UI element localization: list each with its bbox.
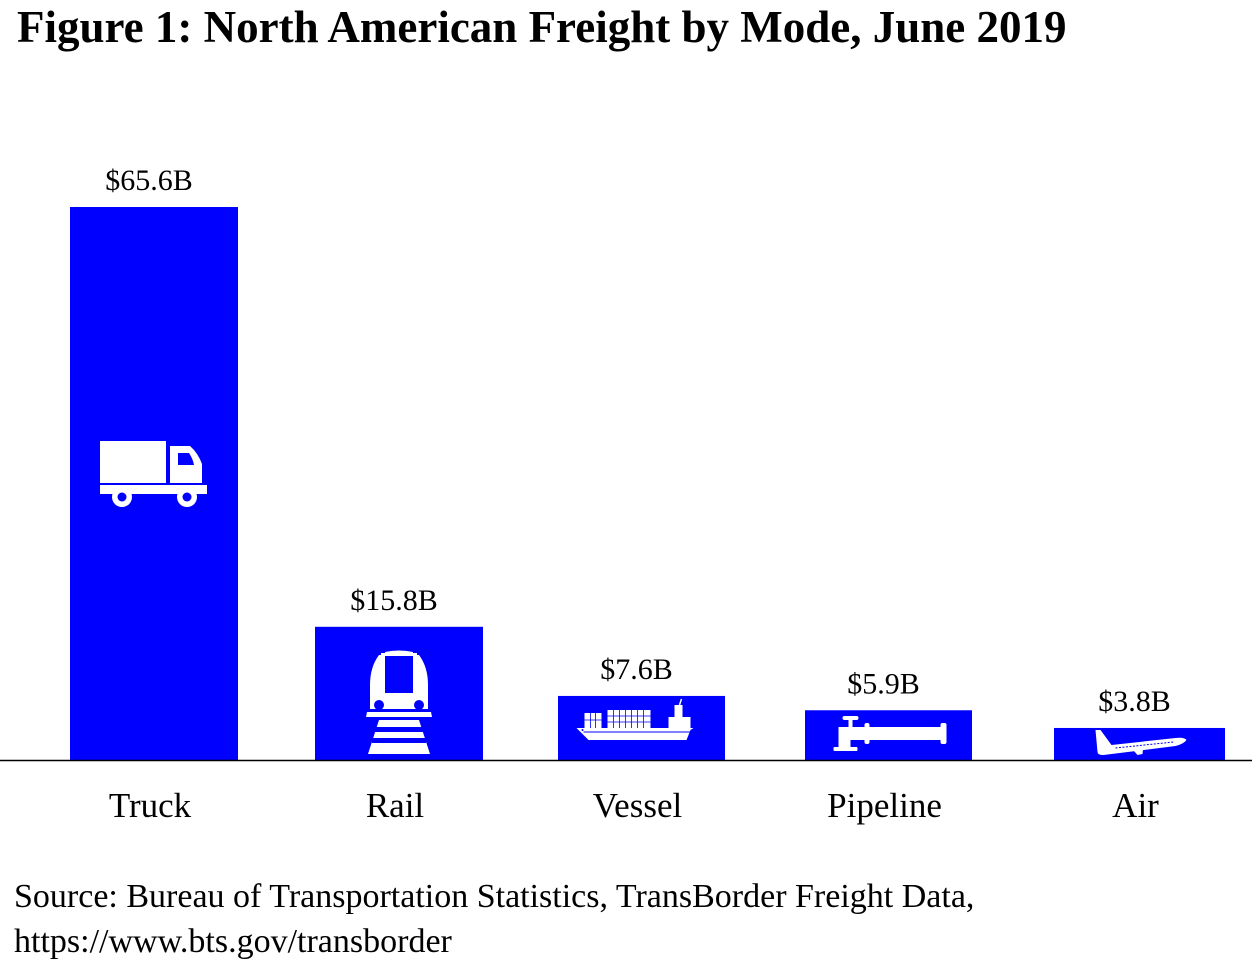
data-label-rail: $15.8B [350,584,438,617]
data-label-truck: $65.6B [105,164,193,197]
bars-group: $65.6B Truck $15.8B Rail $7.6B Vessel $5.9B… [70,164,1225,825]
category-label-air: Air [1112,786,1159,825]
category-label-rail: Rail [366,786,425,825]
data-label-air: $3.8B [1098,685,1171,718]
category-label-pipeline: Pipeline [827,786,942,825]
source-line-1: Source: Bureau of Transportation Statist… [14,878,974,915]
category-label-vessel: Vessel [593,786,683,825]
category-label-truck: Truck [109,786,192,825]
truck-icon [100,441,207,507]
chart-title: Figure 1: North American Freight by Mode… [17,2,1066,52]
bar-truck [70,207,238,760]
source-url: https://www.bts.gov/transborder [14,923,453,960]
data-label-vessel: $7.6B [600,653,673,686]
pipeline-icon [833,716,947,751]
airplane-icon [1095,730,1187,755]
data-label-pipeline: $5.9B [847,667,920,700]
ship-icon [576,698,694,740]
train-icon [366,650,432,754]
